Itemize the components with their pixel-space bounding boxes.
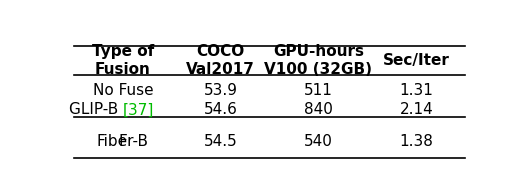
Text: [37]: [37]	[123, 102, 154, 117]
Text: Sec/Iter: Sec/Iter	[383, 53, 450, 68]
Text: 1.31: 1.31	[399, 83, 433, 98]
Text: GPU-hours
V100 (32GB): GPU-hours V100 (32GB)	[265, 44, 372, 77]
Text: F: F	[118, 134, 127, 149]
Text: 2.14: 2.14	[399, 102, 433, 117]
Text: Type of
Fusion: Type of Fusion	[92, 44, 154, 77]
Text: 511: 511	[304, 83, 333, 98]
Text: 53.9: 53.9	[204, 83, 238, 98]
Text: GLIP-B: GLIP-B	[69, 102, 123, 117]
Text: Fiber-B: Fiber-B	[97, 134, 149, 149]
Text: 840: 840	[304, 102, 333, 117]
Text: 54.6: 54.6	[204, 102, 238, 117]
Text: 540: 540	[304, 134, 333, 149]
Text: 54.5: 54.5	[204, 134, 238, 149]
Text: COCO
Val2017: COCO Val2017	[186, 44, 255, 77]
Text: 1.38: 1.38	[399, 134, 433, 149]
Text: No Fuse: No Fuse	[93, 83, 153, 98]
